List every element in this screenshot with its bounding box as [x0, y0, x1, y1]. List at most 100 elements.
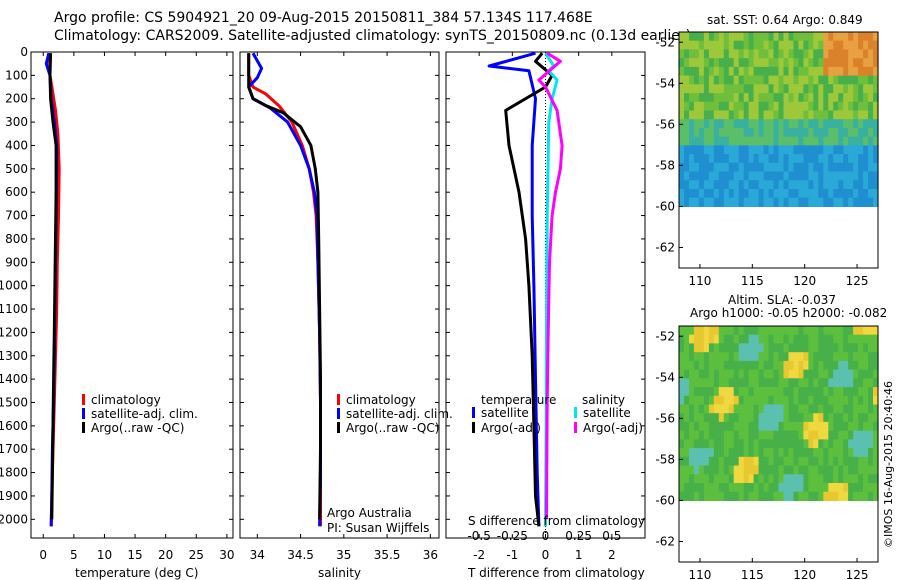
heatmap-cell: [713, 352, 720, 362]
heatmap-cell: [718, 448, 725, 458]
heatmap-cell: [763, 189, 770, 199]
heatmap-cell: [803, 369, 809, 379]
heatmap-cell: [738, 456, 745, 467]
heatmap-cell: [803, 413, 809, 423]
heatmap-cell: [813, 387, 819, 397]
heatmap-cell: [818, 334, 824, 344]
heatmap-cell: [684, 101, 690, 112]
heatmap-cell: [778, 483, 785, 493]
heatmap-cell: [758, 40, 765, 50]
heatmap-cell: [718, 136, 725, 146]
heatmap-cell: [698, 145, 705, 155]
heatmap-cell: [778, 465, 785, 475]
heatmap-cell: [823, 110, 829, 120]
heatmap-cell: [733, 334, 740, 344]
heatmap-cell: [828, 145, 834, 155]
heatmap-cell: [843, 197, 849, 207]
heatmap-cell: [698, 334, 705, 344]
heatmap-cell: [703, 127, 710, 138]
heatmap-cell: [808, 378, 814, 388]
heatmap-cell: [788, 465, 795, 475]
heatmap-cell: [753, 189, 760, 199]
heatmap-cell: [848, 448, 854, 458]
heatmap-cell: [758, 32, 765, 42]
heatmap-cell: [713, 430, 720, 440]
y-tick-label: -56: [655, 411, 675, 425]
y-tick-label: 1700: [0, 442, 28, 456]
heatmap-cell: [713, 491, 720, 501]
temperature-axis-label: temperature (deg C): [75, 566, 199, 580]
heatmap-cell: [773, 448, 780, 458]
heatmap-cell: [718, 189, 725, 199]
heatmap-cell: [763, 474, 770, 484]
sla-map-title-line2: Argo h1000: -0.05 h2000: -0.082: [690, 306, 888, 320]
heatmap-cell: [868, 40, 874, 50]
heatmap-cell: [788, 136, 795, 146]
heatmap-cell: [743, 430, 750, 440]
heatmap-cell: [788, 343, 795, 353]
heatmap-cell: [728, 404, 735, 414]
heatmap-cell: [753, 171, 760, 181]
heatmap-cell: [823, 404, 829, 414]
heatmap-cell: [703, 421, 710, 432]
heatmap-cell: [778, 127, 785, 138]
heatmap-cell: [848, 66, 854, 77]
heatmap-cell: [723, 58, 730, 68]
heatmap-cell: [868, 58, 874, 68]
heatmap-cell: [838, 127, 844, 138]
heatmap-cell: [718, 413, 725, 423]
heatmap-cell: [863, 127, 869, 138]
heatmap-cell: [778, 66, 785, 77]
heatmap-cell: [868, 448, 874, 458]
heatmap-cell: [723, 127, 730, 138]
heatmap-cell: [868, 465, 874, 475]
heatmap-cell: [813, 66, 819, 77]
heatmap-cell: [858, 404, 864, 414]
heatmap-cell: [853, 162, 859, 173]
heatmap-cell: [788, 430, 795, 440]
x-tick-label: 35.5: [374, 548, 401, 562]
heatmap-cell: [708, 483, 715, 493]
heatmap-cell: [723, 197, 730, 207]
heatmap-cell: [858, 40, 864, 50]
heatmap-cell: [689, 49, 695, 59]
heatmap-cell: [718, 49, 725, 59]
heatmap-cell: [778, 162, 785, 173]
heatmap-cell: [684, 421, 690, 432]
heatmap-cell: [763, 127, 770, 138]
heatmap-cell: [863, 162, 869, 173]
heatmap-cell: [828, 58, 834, 68]
heatmap-cell: [743, 66, 750, 77]
heatmap-cell: [743, 75, 750, 85]
heatmap-cell: [743, 326, 750, 336]
heatmap-cell: [679, 448, 685, 458]
heatmap-cell: [848, 326, 854, 336]
heatmap-cell: [828, 180, 834, 190]
heatmap-cell: [868, 456, 874, 467]
heatmap-cell: [833, 49, 839, 59]
heatmap-cell: [679, 369, 685, 379]
heatmap-cell: [808, 334, 814, 344]
y-tick-label: 300: [5, 115, 28, 129]
heatmap-cell: [763, 378, 770, 388]
heatmap-cell: [718, 171, 725, 181]
heatmap-cell: [778, 334, 785, 344]
heatmap-cell: [733, 430, 740, 440]
heatmap-cell: [868, 404, 874, 414]
heatmap-cell: [698, 162, 705, 173]
heatmap-cell: [693, 404, 700, 414]
heatmap-cell: [798, 93, 804, 103]
series-salinity-argo-adj: [537, 51, 564, 520]
heatmap-cell: [838, 189, 844, 199]
heatmap-cell: [848, 378, 854, 388]
heatmap-cell: [843, 343, 849, 353]
heatmap-cell: [768, 58, 775, 68]
heatmap-cell: [743, 84, 750, 94]
heatmap-cell: [838, 360, 844, 371]
heatmap-cell: [838, 474, 844, 484]
y-tick-label: 100: [5, 68, 28, 82]
heatmap-cell: [679, 404, 685, 414]
heatmap-cell: [753, 180, 760, 190]
heatmap-cell: [733, 154, 740, 164]
heatmap-cell: [843, 110, 849, 120]
